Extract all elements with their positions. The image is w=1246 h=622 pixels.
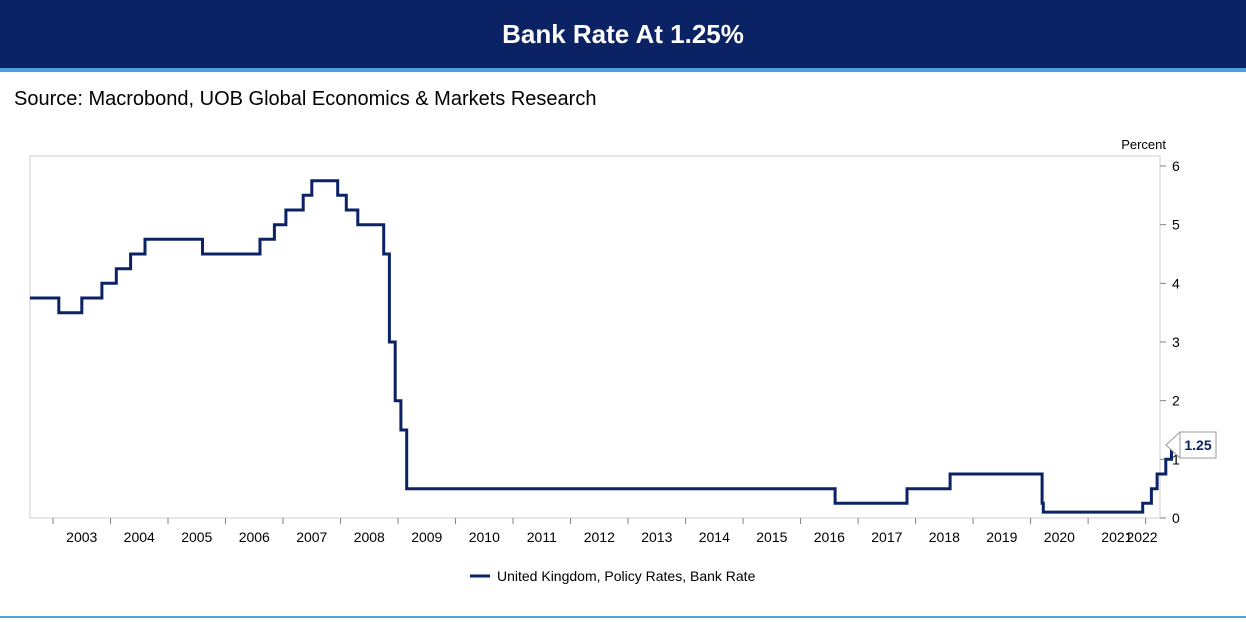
x-tick-label: 2003: [66, 529, 97, 545]
title-banner: Bank Rate At 1.25%: [0, 0, 1246, 72]
y-tick-label: 5: [1172, 217, 1180, 233]
x-tick-label: 2011: [527, 529, 557, 545]
y-tick-label: 3: [1172, 334, 1180, 350]
legend-label: United Kingdom, Policy Rates, Bank Rate: [497, 568, 756, 584]
source-note: Source: Macrobond, UOB Global Economics …: [14, 88, 597, 110]
page-title: Bank Rate At 1.25%: [502, 18, 744, 49]
x-tick-label: 2014: [699, 529, 730, 545]
x-tick-label: 2004: [124, 529, 155, 545]
x-tick-label: 2006: [239, 529, 270, 545]
y-axis-title: Percent: [1121, 137, 1166, 152]
x-tick-label: 2009: [411, 529, 442, 545]
x-tick-label: 2019: [986, 529, 1017, 545]
x-tick-label: 2018: [929, 529, 960, 545]
last-value-callout: 1.25: [1165, 431, 1217, 459]
last-value-label: 1.25: [1184, 437, 1211, 453]
y-tick-label: 4: [1172, 275, 1180, 291]
x-tick-label: 2021: [1101, 529, 1132, 545]
x-axis: 2003 2004 2005 2006 2007 2008 2009 2010 2011 2012…: [52, 518, 1158, 545]
series-layer: [30, 179, 1178, 514]
y-tick-label: 6: [1172, 158, 1180, 174]
bank-rate-chart: Percent 0 1 2 3 4 5 6 2003 2004 2005 2006 2007 2008…: [29, 137, 1217, 584]
x-tick-label: 2007: [296, 529, 327, 545]
plot-area: [29, 155, 1161, 519]
series-line: [30, 179, 1178, 514]
x-tick-label: 2016: [814, 529, 845, 545]
y-tick-label: 1: [1172, 451, 1180, 467]
x-tick-label: 2008: [354, 529, 385, 545]
callout-box: [1179, 431, 1217, 459]
x-tick-label: 2005: [181, 529, 212, 545]
x-tick-label: 2010: [469, 529, 500, 545]
x-tick-label: 2022: [1126, 529, 1157, 545]
bottom-rule: [0, 616, 1246, 618]
x-tick-label: 2017: [871, 529, 902, 545]
x-tick-label: 2020: [1044, 529, 1075, 545]
callout-pointer: [1165, 431, 1181, 459]
legend: United Kingdom, Policy Rates, Bank Rate: [470, 568, 756, 584]
x-tick-label: 2013: [641, 529, 672, 545]
y-tick-label: 0: [1172, 510, 1180, 526]
x-tick-label: 2012: [584, 529, 615, 545]
x-tick-label: 2015: [756, 529, 787, 545]
y-axis: 0 1 2 3 4 5 6: [1160, 158, 1180, 526]
y-tick-label: 2: [1172, 393, 1180, 409]
